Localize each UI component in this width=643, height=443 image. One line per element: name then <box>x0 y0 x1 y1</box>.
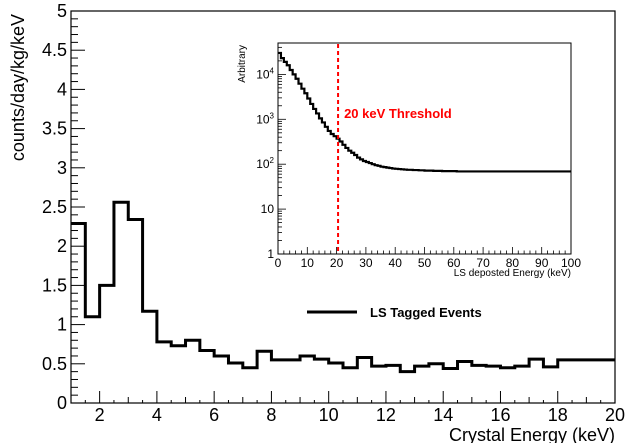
inset-background <box>278 43 571 254</box>
inset-x-tick-label: 90 <box>535 256 549 270</box>
threshold-annotation: 20 keV Threshold <box>344 106 452 121</box>
x-axis-title: Crystal Energy (keV) <box>449 425 615 443</box>
legend: LS Tagged Events <box>307 305 482 320</box>
x-tick-label: 6 <box>209 405 219 425</box>
inset-y-tick-label: 102 <box>256 156 274 171</box>
inset-x-tick-label: 20 <box>330 256 344 270</box>
y-tick-label: 2 <box>57 236 67 256</box>
inset-x-axis-title: LS deposted Energy (keV) <box>454 268 571 279</box>
inset-y-tick-label: 10 <box>261 202 275 216</box>
y-tick-label: 1 <box>57 315 67 335</box>
x-tick-label: 4 <box>152 405 162 425</box>
y-tick-label: 3 <box>57 158 67 178</box>
inset-x-tick-label: 0 <box>275 256 282 270</box>
x-tick-label: 18 <box>548 405 568 425</box>
x-tick-label: 8 <box>266 405 276 425</box>
y-axis-title: counts/day/kg/keV <box>8 14 28 161</box>
y-tick-label: 0.5 <box>42 354 67 374</box>
inset-y-axis-title: Arbitrary <box>237 45 248 83</box>
inset-y-tick-label: 1 <box>267 247 274 261</box>
y-tick-label: 4 <box>57 79 67 99</box>
inset-x-tick-label: 80 <box>506 256 520 270</box>
inset-y-tick-label: 104 <box>256 66 274 81</box>
x-tick-label: 14 <box>433 405 453 425</box>
x-tick-label: 20 <box>605 405 625 425</box>
legend-label-ls-tagged: LS Tagged Events <box>370 305 482 320</box>
y-tick-label: 1.5 <box>42 275 67 295</box>
y-tick-label: 2.5 <box>42 197 67 217</box>
inset-series-line <box>278 51 571 173</box>
x-tick-label: 16 <box>490 405 510 425</box>
inset-x-tick-label: 70 <box>476 256 490 270</box>
inset-x-tick-label: 40 <box>389 256 403 270</box>
y-tick-label: 4.5 <box>42 40 67 60</box>
y-tick-label: 5 <box>57 1 67 21</box>
x-tick-label: 2 <box>95 405 105 425</box>
y-tick-label: 0 <box>57 393 67 413</box>
inset-x-tick-label: 10 <box>301 256 315 270</box>
inset-x-tick-label: 100 <box>561 256 581 270</box>
y-tick-label: 3.5 <box>42 119 67 139</box>
x-tick-label: 12 <box>376 405 396 425</box>
series-line-ls-tagged <box>71 200 615 374</box>
main-series <box>71 200 615 374</box>
x-tick-label: 10 <box>319 405 339 425</box>
inset-x-tick-label: 60 <box>447 256 461 270</box>
inset-x-tick-label: 30 <box>359 256 373 270</box>
inset-x-tick-label: 50 <box>418 256 432 270</box>
inset-series <box>278 51 571 173</box>
inset-y-tick-label: 103 <box>256 111 274 126</box>
